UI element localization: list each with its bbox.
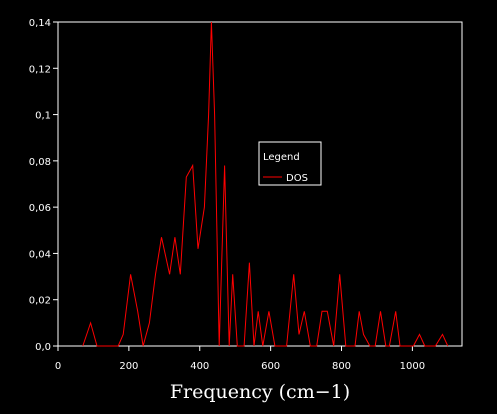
y-tick-label: 0,14 [29,18,51,29]
legend-label-dos: DOS [286,173,308,184]
x-tick-label: 600 [261,361,280,372]
x-axis-title: Frequency (cm−1) [170,381,350,403]
series-layer [82,21,449,347]
series-line-dos [82,21,449,347]
x-tick-label: 400 [190,361,209,372]
legend-title: Legend [263,152,300,163]
y-tick-label: 0,0 [35,342,51,353]
plot-frame [57,21,463,347]
y-tick-label: 0,08 [29,157,51,168]
y-tick-label: 0,04 [29,249,51,260]
x-tick-label: 0 [55,361,61,372]
y-tick-label: 0,12 [29,64,51,75]
x-axis: 0 200 400 600 800 1000 [55,346,425,372]
legend: Legend DOS [258,141,322,186]
x-tick-label: 200 [119,361,138,372]
y-tick-label: 0,1 [35,111,51,122]
legend-box [258,141,322,186]
y-axis: 0,0 0,02 0,04 0,06 0,08 0,1 0,12 0,14 [29,18,58,353]
y-tick-label: 0,02 [29,296,51,307]
x-tick-label: 1000 [400,361,425,372]
x-tick-label: 800 [332,361,351,372]
y-tick-label: 0,06 [29,203,51,214]
